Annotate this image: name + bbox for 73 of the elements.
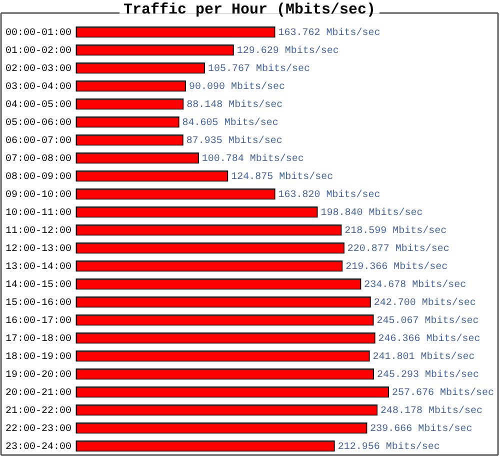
bar xyxy=(76,278,362,290)
bar xyxy=(76,386,389,398)
data-label: 198.840 Mbits/sec xyxy=(320,207,423,219)
y-tick-label: 07:00-08:00 xyxy=(6,154,72,165)
bar xyxy=(76,242,344,254)
y-tick-label: 22:00-23:00 xyxy=(6,424,72,435)
data-label: 245.293 Mbits/sec xyxy=(376,369,480,381)
data-label: 100.784 Mbits/sec xyxy=(202,153,304,165)
data-label: 129.629 Mbits/sec xyxy=(236,45,339,57)
data-label: 124.875 Mbits/sec xyxy=(231,171,334,183)
y-tick-label: 13:00-14:00 xyxy=(6,262,72,273)
data-label: 220.877 Mbits/sec xyxy=(347,243,450,255)
y-tick-label: 20:00-21:00 xyxy=(6,388,72,399)
data-label: 241.801 Mbits/sec xyxy=(372,351,475,363)
data-label: 105.767 Mbits/sec xyxy=(208,63,310,75)
y-tick-label: 01:00-02:00 xyxy=(6,46,72,57)
bar xyxy=(76,422,368,434)
data-label: 239.666 Mbits/sec xyxy=(370,423,472,435)
chart-title: Traffic per Hour (Mbits/sec) xyxy=(123,1,376,18)
bar xyxy=(76,98,184,110)
bar xyxy=(76,368,374,380)
bar xyxy=(76,404,378,416)
y-tick-label: 00:00-01:00 xyxy=(6,28,72,39)
data-label: 219.366 Mbits/sec xyxy=(346,261,448,273)
bar xyxy=(76,80,186,92)
data-label: 88.148 Mbits/sec xyxy=(186,99,283,111)
bar xyxy=(76,296,371,308)
data-label: 246.366 Mbits/sec xyxy=(378,333,480,345)
bar xyxy=(76,440,335,452)
bar xyxy=(76,116,180,128)
y-tick-label: 09:00-10:00 xyxy=(6,190,72,201)
bar xyxy=(76,332,376,344)
y-tick-label: 10:00-11:00 xyxy=(6,208,72,219)
y-tick-label: 02:00-03:00 xyxy=(6,64,72,75)
bar xyxy=(76,188,276,200)
data-label: 242.700 Mbits/sec xyxy=(374,297,476,309)
y-tick-label: 04:00-05:00 xyxy=(6,100,72,111)
y-tick-label: 23:00-24:00 xyxy=(6,442,72,453)
y-tick-label: 11:00-12:00 xyxy=(6,226,72,237)
data-label: 257.676 Mbits/sec xyxy=(392,387,494,399)
bar xyxy=(76,314,374,326)
bar xyxy=(76,224,342,236)
y-tick-label: 18:00-19:00 xyxy=(6,352,72,363)
y-tick-label: 03:00-04:00 xyxy=(6,82,72,93)
y-tick-label: 12:00-13:00 xyxy=(6,244,72,255)
y-tick-label: 17:00-18:00 xyxy=(6,334,72,345)
y-tick-label: 19:00-20:00 xyxy=(6,370,72,381)
y-tick-label: 16:00-17:00 xyxy=(6,316,72,327)
bar xyxy=(76,44,234,56)
data-label: 218.599 Mbits/sec xyxy=(344,225,447,237)
data-label: 163.762 Mbits/sec xyxy=(278,27,380,39)
y-tick-label: 08:00-09:00 xyxy=(6,172,72,183)
y-tick-label: 05:00-06:00 xyxy=(6,118,72,129)
data-label: 245.067 Mbits/sec xyxy=(376,315,479,327)
bar xyxy=(76,134,184,146)
bar xyxy=(76,260,343,272)
bar xyxy=(76,26,276,38)
data-label: 234.678 Mbits/sec xyxy=(364,279,466,291)
data-label: 248.178 Mbits/sec xyxy=(380,405,483,417)
bar xyxy=(76,62,205,74)
data-label: 87.935 Mbits/sec xyxy=(186,135,282,147)
data-label: 84.605 Mbits/sec xyxy=(182,117,278,129)
bar xyxy=(76,350,370,362)
data-label: 163.820 Mbits/sec xyxy=(278,189,380,201)
y-tick-label: 06:00-07:00 xyxy=(6,136,72,147)
y-tick-label: 14:00-15:00 xyxy=(6,280,72,291)
bar xyxy=(76,152,199,164)
data-label: 90.090 Mbits/sec xyxy=(188,81,285,93)
bar xyxy=(76,206,318,218)
bar xyxy=(76,170,228,182)
y-tick-label: 21:00-22:00 xyxy=(6,406,72,417)
data-label: 212.956 Mbits/sec xyxy=(338,441,440,453)
y-tick-label: 15:00-16:00 xyxy=(6,298,72,309)
